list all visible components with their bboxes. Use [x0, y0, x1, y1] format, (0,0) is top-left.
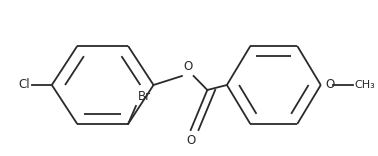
- Text: Cl: Cl: [19, 78, 30, 92]
- Text: O: O: [186, 134, 195, 147]
- Text: CH₃: CH₃: [354, 80, 375, 90]
- Text: O: O: [325, 78, 335, 92]
- Text: Br: Br: [138, 90, 151, 103]
- Text: O: O: [183, 60, 192, 73]
